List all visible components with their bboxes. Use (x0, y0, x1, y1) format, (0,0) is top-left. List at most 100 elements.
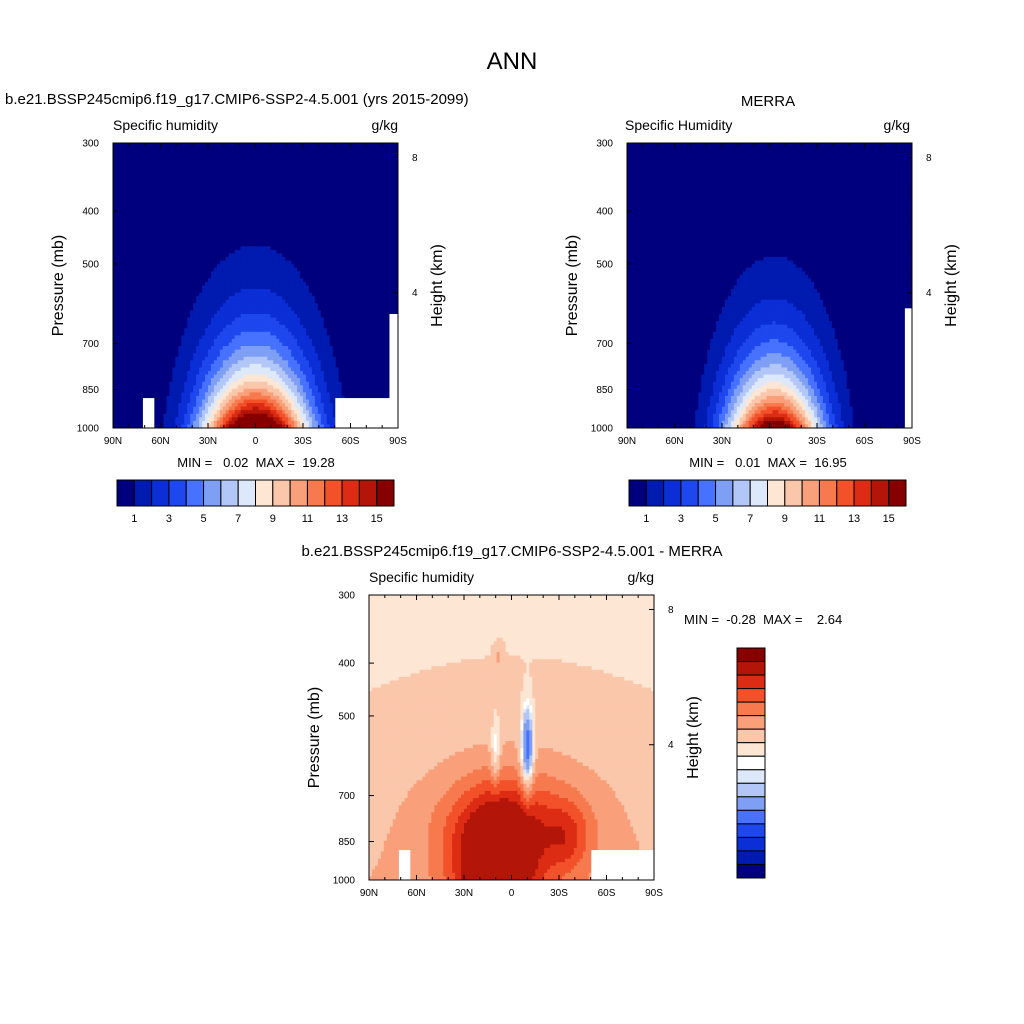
contour-cell (199, 171, 203, 176)
contour-cell (350, 214, 355, 219)
contour-cell (225, 292, 230, 297)
contour-cell (202, 224, 206, 230)
contour-cell (314, 235, 319, 240)
contour-cell (118, 242, 123, 247)
contour-cell (237, 239, 242, 244)
contour-cell (300, 164, 304, 169)
contour-cell (228, 167, 233, 173)
contour-cell (187, 153, 191, 158)
contour-cell (362, 189, 366, 194)
contour-cell (139, 228, 144, 233)
contour-cell (208, 196, 212, 201)
contour-cell (249, 271, 254, 276)
contour-cell (371, 239, 375, 244)
contour-cell (124, 182, 129, 187)
contour-cell (231, 314, 236, 319)
contour-cell (169, 171, 173, 176)
contour-cell (294, 303, 298, 308)
contour-cell (157, 221, 162, 226)
contour-cell (320, 253, 325, 258)
contour-cell (151, 296, 156, 301)
contour-cell (249, 175, 254, 180)
contour-cell (136, 189, 141, 194)
contour-cell (297, 264, 301, 269)
contour-cell (178, 224, 182, 230)
contour-cell (213, 235, 218, 240)
contour-cell (314, 200, 319, 205)
contour-cell (127, 221, 132, 226)
contour-cell (362, 246, 366, 251)
contour-cell (115, 257, 120, 262)
contour-cell (332, 157, 337, 162)
contour-cell (386, 310, 390, 315)
contour-cell (148, 299, 153, 304)
contour-cell (300, 281, 304, 287)
contour-cell (389, 164, 393, 169)
contour-cell (362, 214, 366, 219)
contour-cell (279, 235, 283, 240)
contour-cell (365, 164, 369, 169)
contour-cell (341, 292, 346, 297)
contour-cell (136, 274, 141, 279)
contour-cell (181, 253, 185, 258)
contour-cell (308, 239, 313, 244)
contour-cell (374, 285, 378, 290)
contour-cell (118, 200, 123, 205)
contour-cell (282, 285, 286, 290)
contour-cell (169, 153, 173, 158)
contour-cell (362, 235, 366, 240)
contour-cell (213, 207, 218, 212)
contour-cell (368, 207, 372, 212)
contour-cell (353, 314, 358, 319)
contour-cell (193, 207, 197, 212)
contour-cell (332, 178, 337, 183)
contour-cell (157, 196, 162, 201)
contour-cell (273, 228, 277, 233)
contour-cell (258, 249, 263, 255)
contour-cell (383, 192, 387, 198)
contour-cell (240, 207, 245, 212)
contour-cell (308, 224, 313, 230)
contour-cell (118, 217, 123, 222)
contour-cell (172, 178, 176, 183)
contour-cell (305, 171, 310, 176)
contour-cell (341, 317, 346, 322)
contour-cell (121, 189, 126, 194)
contour-cell (136, 232, 141, 237)
contour-cell (380, 214, 384, 219)
contour-cell (294, 246, 298, 251)
contour-cell (258, 299, 263, 304)
contour-cell (347, 260, 352, 265)
contour-cell (362, 167, 366, 173)
contour-cell (288, 221, 292, 226)
contour-cell (139, 299, 144, 304)
contour-cell (172, 203, 176, 208)
contour-cell (208, 207, 212, 212)
contour-cell (303, 160, 307, 165)
contour-cell (374, 182, 378, 187)
contour-cell (151, 228, 156, 233)
contour-cell (314, 224, 319, 230)
contour-cell (258, 267, 263, 272)
contour-cell (210, 324, 215, 329)
contour-cell (145, 299, 150, 304)
contour-cell (356, 160, 361, 165)
contour-cell (356, 214, 361, 219)
contour-cell (320, 257, 325, 262)
contour-cell (305, 296, 310, 301)
contour-cell (261, 235, 266, 240)
contour-cell (261, 285, 266, 290)
contour-cell (291, 246, 295, 251)
contour-cell (139, 175, 144, 180)
contour-cell (261, 228, 266, 233)
contour-cell (166, 214, 171, 219)
contour-cell (237, 192, 242, 198)
contour-cell (169, 150, 173, 155)
contour-cell (243, 239, 248, 244)
contour-cell (341, 157, 346, 162)
contour-cell (374, 153, 378, 158)
contour-cell (157, 314, 162, 319)
contour-cell (115, 242, 120, 247)
contour-cell (317, 207, 322, 212)
contour-cell (314, 310, 319, 315)
